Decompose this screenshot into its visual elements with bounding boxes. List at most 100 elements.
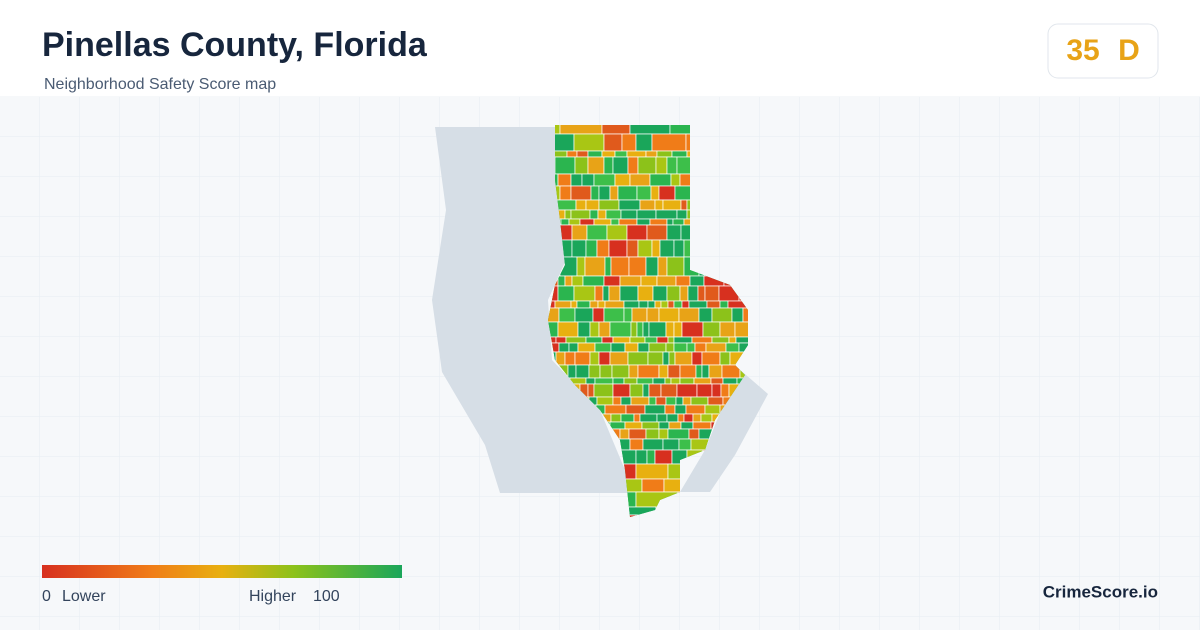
tract <box>706 300 721 309</box>
tract <box>557 173 572 187</box>
tract <box>619 428 630 440</box>
tract <box>705 342 727 353</box>
tract <box>594 342 612 353</box>
tract <box>584 256 606 277</box>
tract <box>641 478 665 493</box>
tract <box>655 156 668 175</box>
tract <box>666 218 674 226</box>
tract <box>637 285 654 302</box>
tract <box>662 199 682 211</box>
tract <box>555 336 567 344</box>
tract <box>719 300 729 309</box>
tract <box>666 256 685 277</box>
water <box>680 368 768 492</box>
tract <box>610 256 630 277</box>
tract <box>585 199 600 211</box>
tract <box>681 321 704 338</box>
tract <box>648 321 667 338</box>
tract <box>649 218 668 226</box>
tract <box>601 336 614 344</box>
tract <box>619 275 642 287</box>
tract <box>673 321 683 338</box>
tract <box>701 364 710 379</box>
tract <box>574 351 591 366</box>
tract <box>641 421 660 430</box>
tract <box>676 383 698 398</box>
tract <box>609 185 619 201</box>
tract <box>652 285 668 302</box>
tract <box>637 156 657 175</box>
tract <box>665 396 677 406</box>
tract <box>635 449 648 465</box>
tract <box>628 364 639 379</box>
tract <box>554 156 576 175</box>
tract <box>612 156 629 175</box>
tract <box>722 377 738 385</box>
tract <box>612 377 625 385</box>
tract <box>604 300 625 309</box>
tract <box>720 383 730 398</box>
tract <box>592 307 605 323</box>
tract <box>654 199 664 211</box>
tract <box>701 351 721 366</box>
tract <box>668 421 682 430</box>
tract <box>557 285 575 302</box>
tract <box>567 364 577 379</box>
tract <box>603 133 623 152</box>
tract <box>636 185 652 201</box>
tract <box>646 307 660 323</box>
tract <box>725 342 740 353</box>
tract <box>683 413 694 423</box>
tract <box>598 199 620 211</box>
tract <box>656 413 668 423</box>
tract <box>642 438 664 451</box>
tract <box>581 173 595 187</box>
tract <box>681 300 690 309</box>
tract <box>667 428 690 440</box>
tract <box>570 300 578 309</box>
tract <box>659 239 675 258</box>
header-band <box>0 0 1200 96</box>
tract <box>603 307 625 323</box>
tract <box>623 300 640 309</box>
tract <box>626 239 639 258</box>
tract <box>658 364 669 379</box>
tract <box>612 396 622 406</box>
tract <box>590 185 600 201</box>
tract <box>635 133 653 152</box>
tract <box>742 307 748 323</box>
tract <box>599 364 613 379</box>
tract <box>666 285 681 302</box>
tract <box>640 275 658 287</box>
tract <box>678 307 700 323</box>
tract <box>558 307 576 323</box>
tract <box>674 351 693 366</box>
tract <box>617 185 638 201</box>
tract <box>598 321 611 338</box>
tract <box>621 133 637 152</box>
tract <box>665 321 675 338</box>
tract <box>645 428 660 440</box>
tract <box>656 150 673 158</box>
score-box <box>1047 23 1159 79</box>
tract <box>637 364 660 379</box>
tract <box>609 421 626 430</box>
score-value: 35 <box>1066 34 1099 67</box>
tract <box>687 285 699 302</box>
tract <box>560 218 570 226</box>
tract <box>691 336 713 344</box>
tract <box>658 421 670 430</box>
tract <box>610 218 620 226</box>
tract <box>602 285 610 302</box>
tract <box>571 224 588 241</box>
legend-max: 100 <box>313 588 340 605</box>
tract <box>628 256 647 277</box>
tract <box>564 275 573 287</box>
tract <box>586 224 608 241</box>
tract <box>685 404 706 415</box>
tract <box>656 336 669 344</box>
tract <box>576 300 591 309</box>
tract <box>618 199 641 211</box>
tract <box>598 351 611 366</box>
